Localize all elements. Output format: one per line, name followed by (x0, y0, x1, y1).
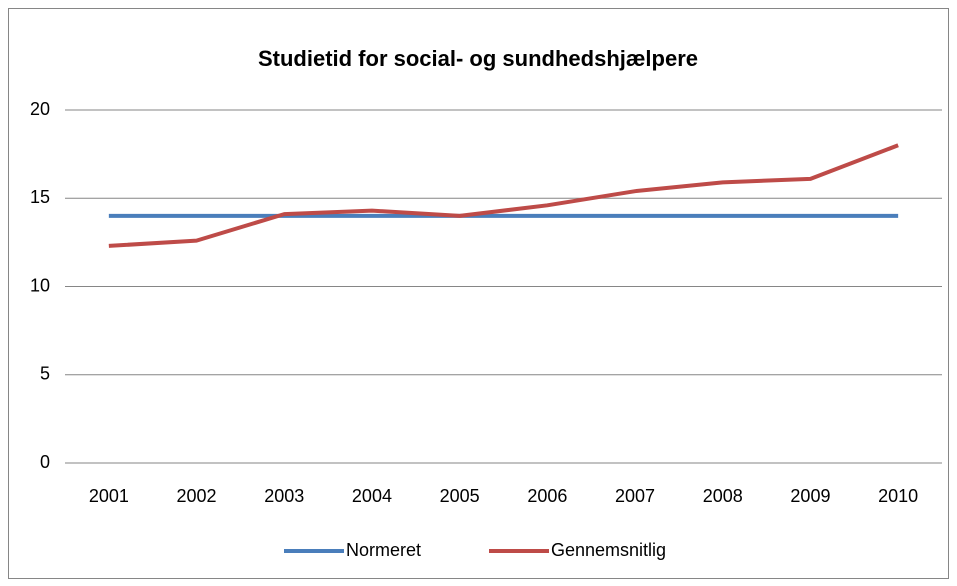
x-tick-label: 2007 (615, 486, 655, 506)
chart-border (8, 8, 949, 579)
legend-label: Normeret (346, 540, 421, 560)
y-tick-label: 20 (30, 99, 50, 119)
legend-label: Gennemsnitlig (551, 540, 666, 560)
x-tick-label: 2003 (264, 486, 304, 506)
y-tick-label: 15 (30, 187, 50, 207)
series-line (108, 143, 899, 248)
x-tick-label: 2009 (790, 486, 830, 506)
y-tick-label: 5 (40, 364, 50, 384)
x-tick-label: 2006 (527, 486, 567, 506)
chart-title: Studietid for social- og sundhedshjælper… (258, 46, 698, 71)
x-tick-label: 2004 (352, 486, 392, 506)
x-tick-label: 2001 (89, 486, 129, 506)
x-tick-label: 2002 (177, 486, 217, 506)
x-tick-label: 2010 (878, 486, 918, 506)
x-tick-label: 2005 (440, 486, 480, 506)
x-tick-label: 2008 (703, 486, 743, 506)
y-tick-label: 0 (40, 452, 50, 472)
y-tick-label: 10 (30, 275, 50, 295)
